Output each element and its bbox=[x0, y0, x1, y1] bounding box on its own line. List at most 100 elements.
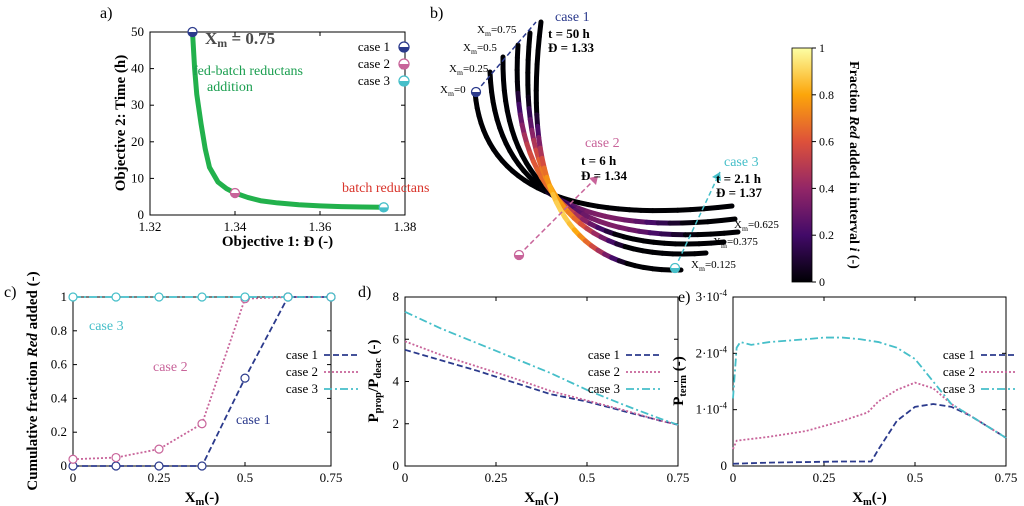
panel-b-case2-time: t = 6 h bbox=[581, 153, 617, 168]
panel-d-xlabel: Xm(-) bbox=[524, 490, 559, 506]
panel-c-marker-case-2 bbox=[154, 444, 164, 454]
panel-e-ytick-label: 2·10-4 bbox=[696, 344, 728, 360]
panel-b-case3-dispersity: Đ = 1.37 bbox=[716, 185, 763, 200]
panel-a-ytick-label: 50 bbox=[131, 24, 144, 39]
panel-c-ytick-label: 0 bbox=[61, 458, 68, 473]
panel-c-ylabel: Cumulative fraction Red added (-) bbox=[25, 271, 41, 490]
panel-c-marker-case-3 bbox=[283, 292, 293, 302]
panel-b-case2-arrow bbox=[518, 175, 599, 256]
panel-c-xtick-label: 0 bbox=[70, 470, 77, 485]
panel-e-xtick-label: 0.25 bbox=[813, 470, 836, 485]
panel-b-trajectory-segment bbox=[721, 229, 741, 236]
panel-e-xtick-label: 0.5 bbox=[907, 470, 923, 485]
panel-c-marker-case-1 bbox=[111, 461, 121, 471]
panel-a-legend-marker-fill bbox=[399, 81, 409, 86]
panel-c-marker-case-1 bbox=[154, 461, 164, 471]
panel-c-ytick-label: 0.4 bbox=[51, 390, 68, 405]
panel-d-legend-label: case 1 bbox=[588, 347, 620, 362]
panel-e-ytick-label: 3·10-4 bbox=[696, 288, 728, 304]
panel-d-ytick-label: 2 bbox=[393, 416, 400, 431]
panel-a-ytick-label: 10 bbox=[131, 170, 144, 185]
panel-c-legend-label: case 2 bbox=[286, 364, 318, 379]
panel-c-marker-case-2 bbox=[68, 454, 78, 464]
panel-d-ylabel: Pprop/Pdeac (-) bbox=[366, 339, 384, 422]
panel-d-xtick-label: 0 bbox=[402, 470, 409, 485]
panel-b-colorbar-tick-label: 0.6 bbox=[819, 135, 834, 149]
panel-c-marker-case-3 bbox=[68, 292, 78, 302]
panel-b-xm-label-top: Xm=0.5 bbox=[463, 42, 497, 56]
panel-c-ytick-label: 0.8 bbox=[51, 323, 67, 338]
panel-c-label-case2: case 2 bbox=[153, 360, 188, 375]
panel-b-case3-arrowhead bbox=[712, 172, 721, 181]
panel-c-legend-label: case 1 bbox=[286, 347, 318, 362]
panel-b-trajectory-segment bbox=[708, 239, 727, 246]
panel-b-xm-label-top: Xm=0 bbox=[440, 84, 466, 98]
panel-b-case2-arrowhead bbox=[589, 176, 598, 185]
panel-c-marker-case-3 bbox=[240, 292, 250, 302]
panel-e-ylabel: Pterm (-) bbox=[671, 356, 689, 406]
panel-b-xm-label-top: Xm=0.75 bbox=[477, 24, 517, 38]
panel-c-marker-case-3 bbox=[197, 292, 207, 302]
panel-d-ytick-label: 6 bbox=[393, 331, 400, 346]
panel-b-case1-dispersity: Đ = 1.33 bbox=[548, 40, 595, 55]
panel-c-xlabel: Xm(-) bbox=[185, 490, 220, 506]
panel-c-legend-label: case 3 bbox=[286, 381, 318, 396]
panel-b-case2-name: case 2 bbox=[585, 136, 620, 151]
panel-a-annotation-fedbatch: fed-batch reductans bbox=[193, 64, 303, 79]
panel-a-point-case-3-fill bbox=[379, 207, 389, 212]
panel-c-label-case3: case 3 bbox=[89, 319, 124, 334]
panel-b-colorbar-tick-label: 1 bbox=[819, 41, 825, 55]
panel-b-trajectory-segment bbox=[692, 250, 709, 257]
panel-d-legend-label: case 3 bbox=[588, 381, 620, 396]
panel-c-marker-case-3 bbox=[154, 292, 164, 302]
panel-c-xtick-label: 0.25 bbox=[148, 470, 171, 485]
panel-a-annotation-addition: addition bbox=[207, 80, 253, 95]
panel-b-case3-name: case 3 bbox=[724, 155, 759, 170]
panel-a-xtick-label: 1.32 bbox=[139, 219, 162, 234]
panel-e-legend-label: case 2 bbox=[943, 364, 975, 379]
panel-c-marker-case-2 bbox=[111, 452, 121, 463]
panel-e-xtick-label: 0.75 bbox=[995, 470, 1018, 485]
panel-b-colorbar-tick-label: 0 bbox=[819, 275, 825, 289]
panel-a-axes bbox=[149, 31, 406, 216]
panel-e-tag: e) bbox=[678, 289, 690, 306]
panel-d-tag: d) bbox=[358, 284, 371, 301]
panel-a-ytick-label: 40 bbox=[131, 61, 144, 76]
panel-b-case3-time: t = 2.1 h bbox=[716, 171, 762, 186]
panel-e-ytick-label: 0 bbox=[721, 458, 728, 473]
panel-c-marker-case-2 bbox=[197, 419, 207, 429]
panel-b-point-case-3-fill bbox=[670, 268, 680, 273]
panel-a-ytick-label: 20 bbox=[131, 134, 144, 149]
panel-e-legend-label: case 3 bbox=[943, 381, 975, 396]
panel-a-xtick-label: 1.34 bbox=[224, 219, 247, 234]
panel-e-xlabel: Xm(-) bbox=[852, 490, 887, 506]
panel-e-legend-label: case 1 bbox=[943, 347, 975, 362]
panel-a-ytick-label: 0 bbox=[138, 207, 145, 222]
panel-a-ytick-label: 30 bbox=[131, 97, 144, 112]
panel-c-marker-case-1 bbox=[240, 373, 250, 383]
panel-d-ytick-label: 8 bbox=[393, 289, 400, 304]
panel-c-ytick-label: 1 bbox=[61, 289, 68, 304]
panel-b-colorbar-tick-label: 0.4 bbox=[819, 181, 834, 195]
panel-b-case1-time: t = 50 h bbox=[548, 26, 590, 41]
panel-c-marker-case-1 bbox=[197, 461, 207, 471]
panel-b-point-case-2-fill bbox=[514, 255, 524, 260]
panel-a-xlabel: Objective 1: Đ (-) bbox=[222, 234, 333, 250]
panel-d-xtick-label: 0.75 bbox=[667, 470, 690, 485]
panel-d-ytick-label: 4 bbox=[393, 374, 400, 389]
panel-e-ytick-label: 1·10-4 bbox=[696, 401, 728, 417]
panel-c-marker-case-3 bbox=[111, 292, 121, 302]
panel-b-xm-label-right: Xm=0.125 bbox=[691, 259, 736, 273]
panel-a-xm-title: Xm = 0.75 bbox=[205, 29, 275, 50]
panel-d-legend-label: case 2 bbox=[588, 364, 620, 379]
panel-b-case2-dispersity: Đ = 1.34 bbox=[581, 168, 628, 183]
panel-b-colorbar-tick-label: 0.2 bbox=[819, 228, 834, 242]
panel-c-xtick-label: 0.5 bbox=[237, 470, 253, 485]
panel-a-legend-label: case 2 bbox=[358, 56, 390, 71]
panel-d-axes bbox=[404, 296, 679, 467]
panel-b-tag: b) bbox=[430, 5, 443, 22]
panel-d-series-case-1 bbox=[404, 348, 679, 426]
panel-c-xtick-label: 0.75 bbox=[320, 470, 343, 485]
panel-a-ylabel: Objective 2: Time (h) bbox=[113, 55, 129, 192]
panel-b-colorbar bbox=[791, 47, 813, 283]
